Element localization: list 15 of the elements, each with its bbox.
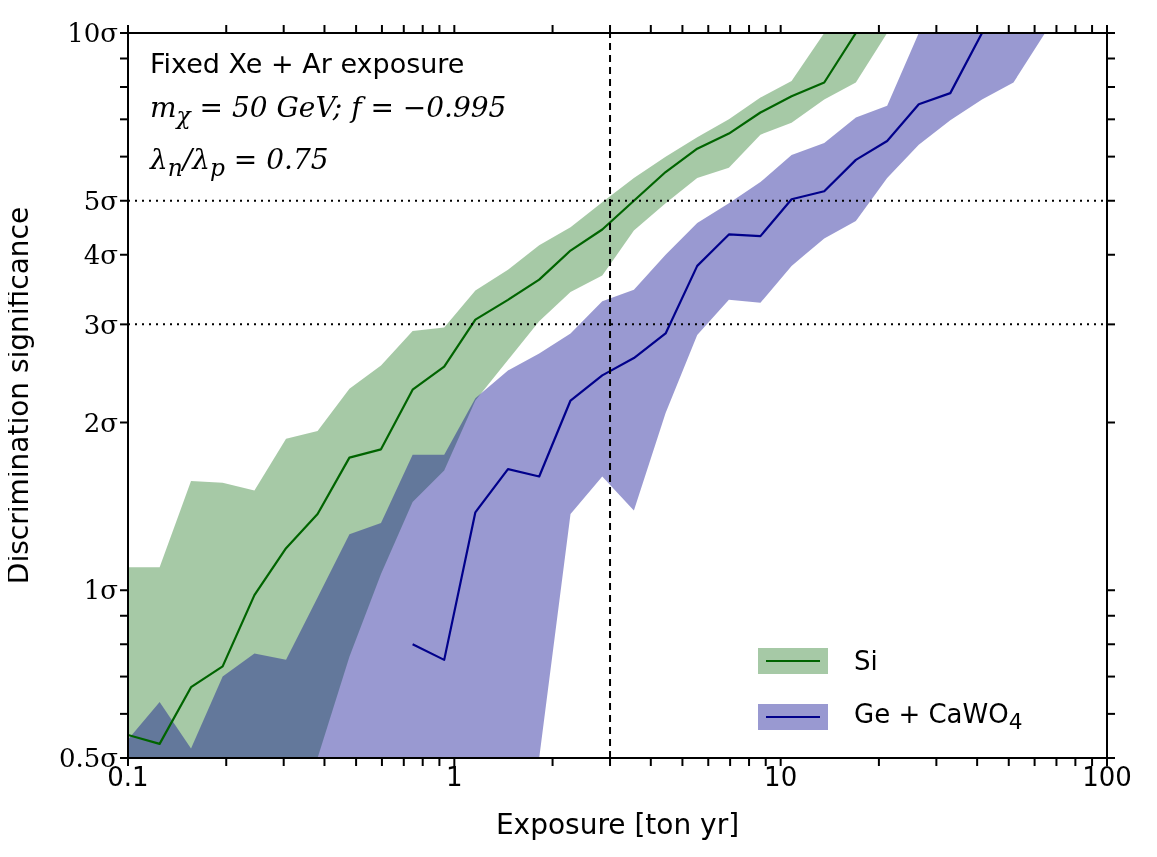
annotation: λ$_{n}$/λ$_{p}$ = 0.75 [150,141,330,184]
y-tick-label: 3σ [83,309,118,340]
legend-label: Ge + CaWO$_{4}$ [854,699,1023,735]
annotation: Fixed Xe + Ar exposure [150,47,466,81]
y-tick-label: 10σ [67,18,118,49]
legend-label: Si [854,646,878,676]
annotation: m$_{χ}$ = 50 GeV; f = −0.995 [150,90,507,132]
x-tick-label: 100 [1082,762,1132,793]
x-tick-label: 10 [764,762,798,793]
y-tick-label: 4σ [83,239,118,270]
x-axis-title: Exposure [ton yr] [495,808,740,841]
y-tick-label: 1σ [83,575,118,606]
x-tick-label: 1 [446,762,463,793]
y-tick-label: 2σ [83,407,118,438]
y-tick-label: 5σ [83,185,118,216]
